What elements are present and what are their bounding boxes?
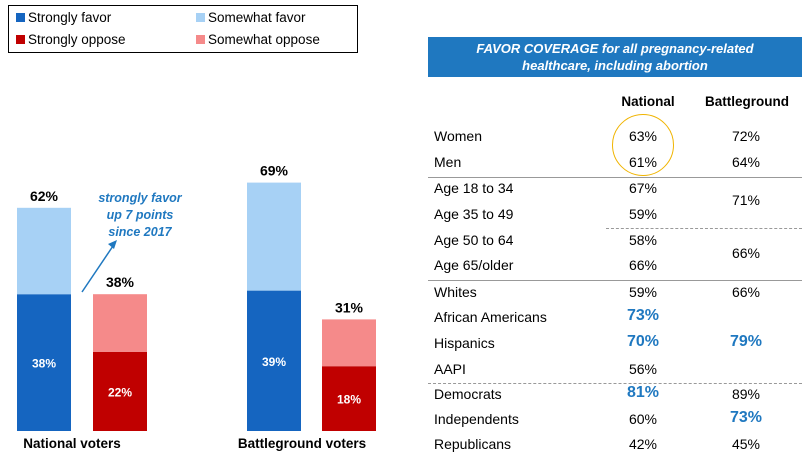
national-value: 61% — [628, 154, 658, 170]
legend-item-strongly-favor: Strongly favor — [16, 10, 111, 25]
table-divider — [428, 177, 802, 178]
row-label: Independents — [434, 411, 519, 427]
national-value: 66% — [628, 257, 658, 273]
legend-label: Somewhat favor — [208, 10, 306, 25]
national-value: 58% — [628, 232, 658, 248]
row-label: Democrats — [434, 386, 502, 402]
bar-total-label-battleground-oppose: 31% — [335, 299, 364, 315]
category-label-battleground: Battleground voters — [238, 436, 366, 451]
battleground-value: 71% — [731, 192, 761, 208]
bar-total-label-battleground-favor: 69% — [260, 163, 289, 179]
bar-value-label-battleground-oppose: 18% — [337, 393, 361, 407]
national-value-highlight: 81% — [626, 384, 660, 401]
national-value: 63% — [628, 128, 658, 144]
legend-swatch-somewhat-favor — [196, 13, 205, 22]
battleground-value-highlight: 73% — [729, 409, 763, 426]
column-header-battleground: Battleground — [705, 94, 789, 109]
legend-label: Strongly oppose — [28, 32, 126, 47]
table-divider — [606, 228, 802, 229]
bar-battleground-oppose-strongly — [322, 366, 376, 431]
category-label-national: National voters — [23, 436, 121, 451]
bar-value-label-national-oppose: 22% — [108, 385, 132, 399]
national-value: 60% — [628, 411, 658, 427]
national-value-highlight: 70% — [626, 333, 660, 350]
bar-battleground-favor-somewhat — [247, 182, 301, 291]
bar-national-oppose-somewhat — [93, 294, 147, 352]
bar-value-label-national-favor: 38% — [32, 357, 56, 371]
annotation-line-1: strongly favor — [98, 191, 182, 205]
bar-battleground-favor-strongly — [247, 290, 301, 431]
table-title-line-1: FAVOR COVERAGE for all pregnancy-related — [476, 41, 754, 56]
legend-item-somewhat-favor: Somewhat favor — [196, 10, 306, 25]
bar-national-favor-somewhat — [17, 207, 71, 295]
row-label: AAPI — [434, 361, 466, 377]
bar-national-oppose-strongly — [93, 351, 147, 431]
battleground-value: 66% — [731, 284, 761, 300]
annotation-line-2: up 7 points — [107, 208, 174, 222]
row-label: African Americans — [434, 309, 547, 325]
row-label: Age 35 to 49 — [434, 206, 514, 222]
bar-battleground-oppose-somewhat — [322, 319, 376, 367]
battleground-value: 45% — [731, 436, 761, 452]
legend-item-somewhat-oppose: Somewhat oppose — [196, 32, 320, 47]
bar-value-label-battleground-favor: 39% — [262, 355, 286, 369]
national-value: 67% — [628, 180, 658, 196]
annotation-arrowhead — [108, 240, 117, 249]
legend-label: Strongly favor — [28, 10, 112, 25]
battleground-value: 64% — [731, 154, 761, 170]
table-title: FAVOR COVERAGE for all pregnancy-related… — [428, 37, 802, 77]
legend-swatch-somewhat-oppose — [196, 35, 205, 44]
bar-national-favor-strongly — [17, 294, 71, 431]
legend-swatch-strongly-favor — [16, 13, 25, 22]
legend-label: Somewhat oppose — [208, 32, 320, 47]
table-divider — [428, 383, 802, 384]
row-label: Republicans — [434, 436, 512, 452]
battleground-value: 66% — [731, 245, 761, 261]
row-label: Age 50 to 64 — [434, 232, 514, 248]
legend-item-strongly-oppose: Strongly oppose — [16, 32, 126, 47]
stacked-bar-chart: 38%62%22%38%39%69%18%31% strongly favor … — [17, 163, 376, 451]
battleground-value: 72% — [731, 128, 761, 144]
column-header-national: National — [621, 94, 675, 109]
row-label: Whites — [434, 284, 477, 300]
row-label: Age 65/older — [434, 257, 514, 273]
battleground-value-highlight: 79% — [729, 333, 763, 350]
national-value: 42% — [628, 436, 658, 452]
gender-highlight-circle — [612, 114, 674, 176]
annotation-arrow — [81, 245, 114, 293]
national-value: 59% — [628, 206, 658, 222]
table-divider — [428, 280, 802, 281]
national-value: 59% — [628, 284, 658, 300]
annotation-line-3: since 2017 — [108, 225, 172, 239]
row-label: Men — [434, 154, 462, 170]
legend-swatch-strongly-oppose — [16, 35, 25, 44]
national-value-highlight: 73% — [626, 307, 660, 324]
battleground-value: 89% — [731, 386, 761, 402]
chart-legend: Strongly favor Somewhat favor Strongly o… — [8, 5, 358, 53]
national-value: 56% — [628, 361, 658, 377]
bar-total-label-national-favor: 62% — [30, 188, 59, 204]
bar-total-label-national-oppose: 38% — [106, 274, 135, 290]
row-label: Hispanics — [434, 335, 495, 351]
row-label: Women — [434, 128, 482, 144]
row-label: Age 18 to 34 — [434, 180, 514, 196]
table-title-line-2: healthcare, including abortion — [522, 58, 708, 73]
